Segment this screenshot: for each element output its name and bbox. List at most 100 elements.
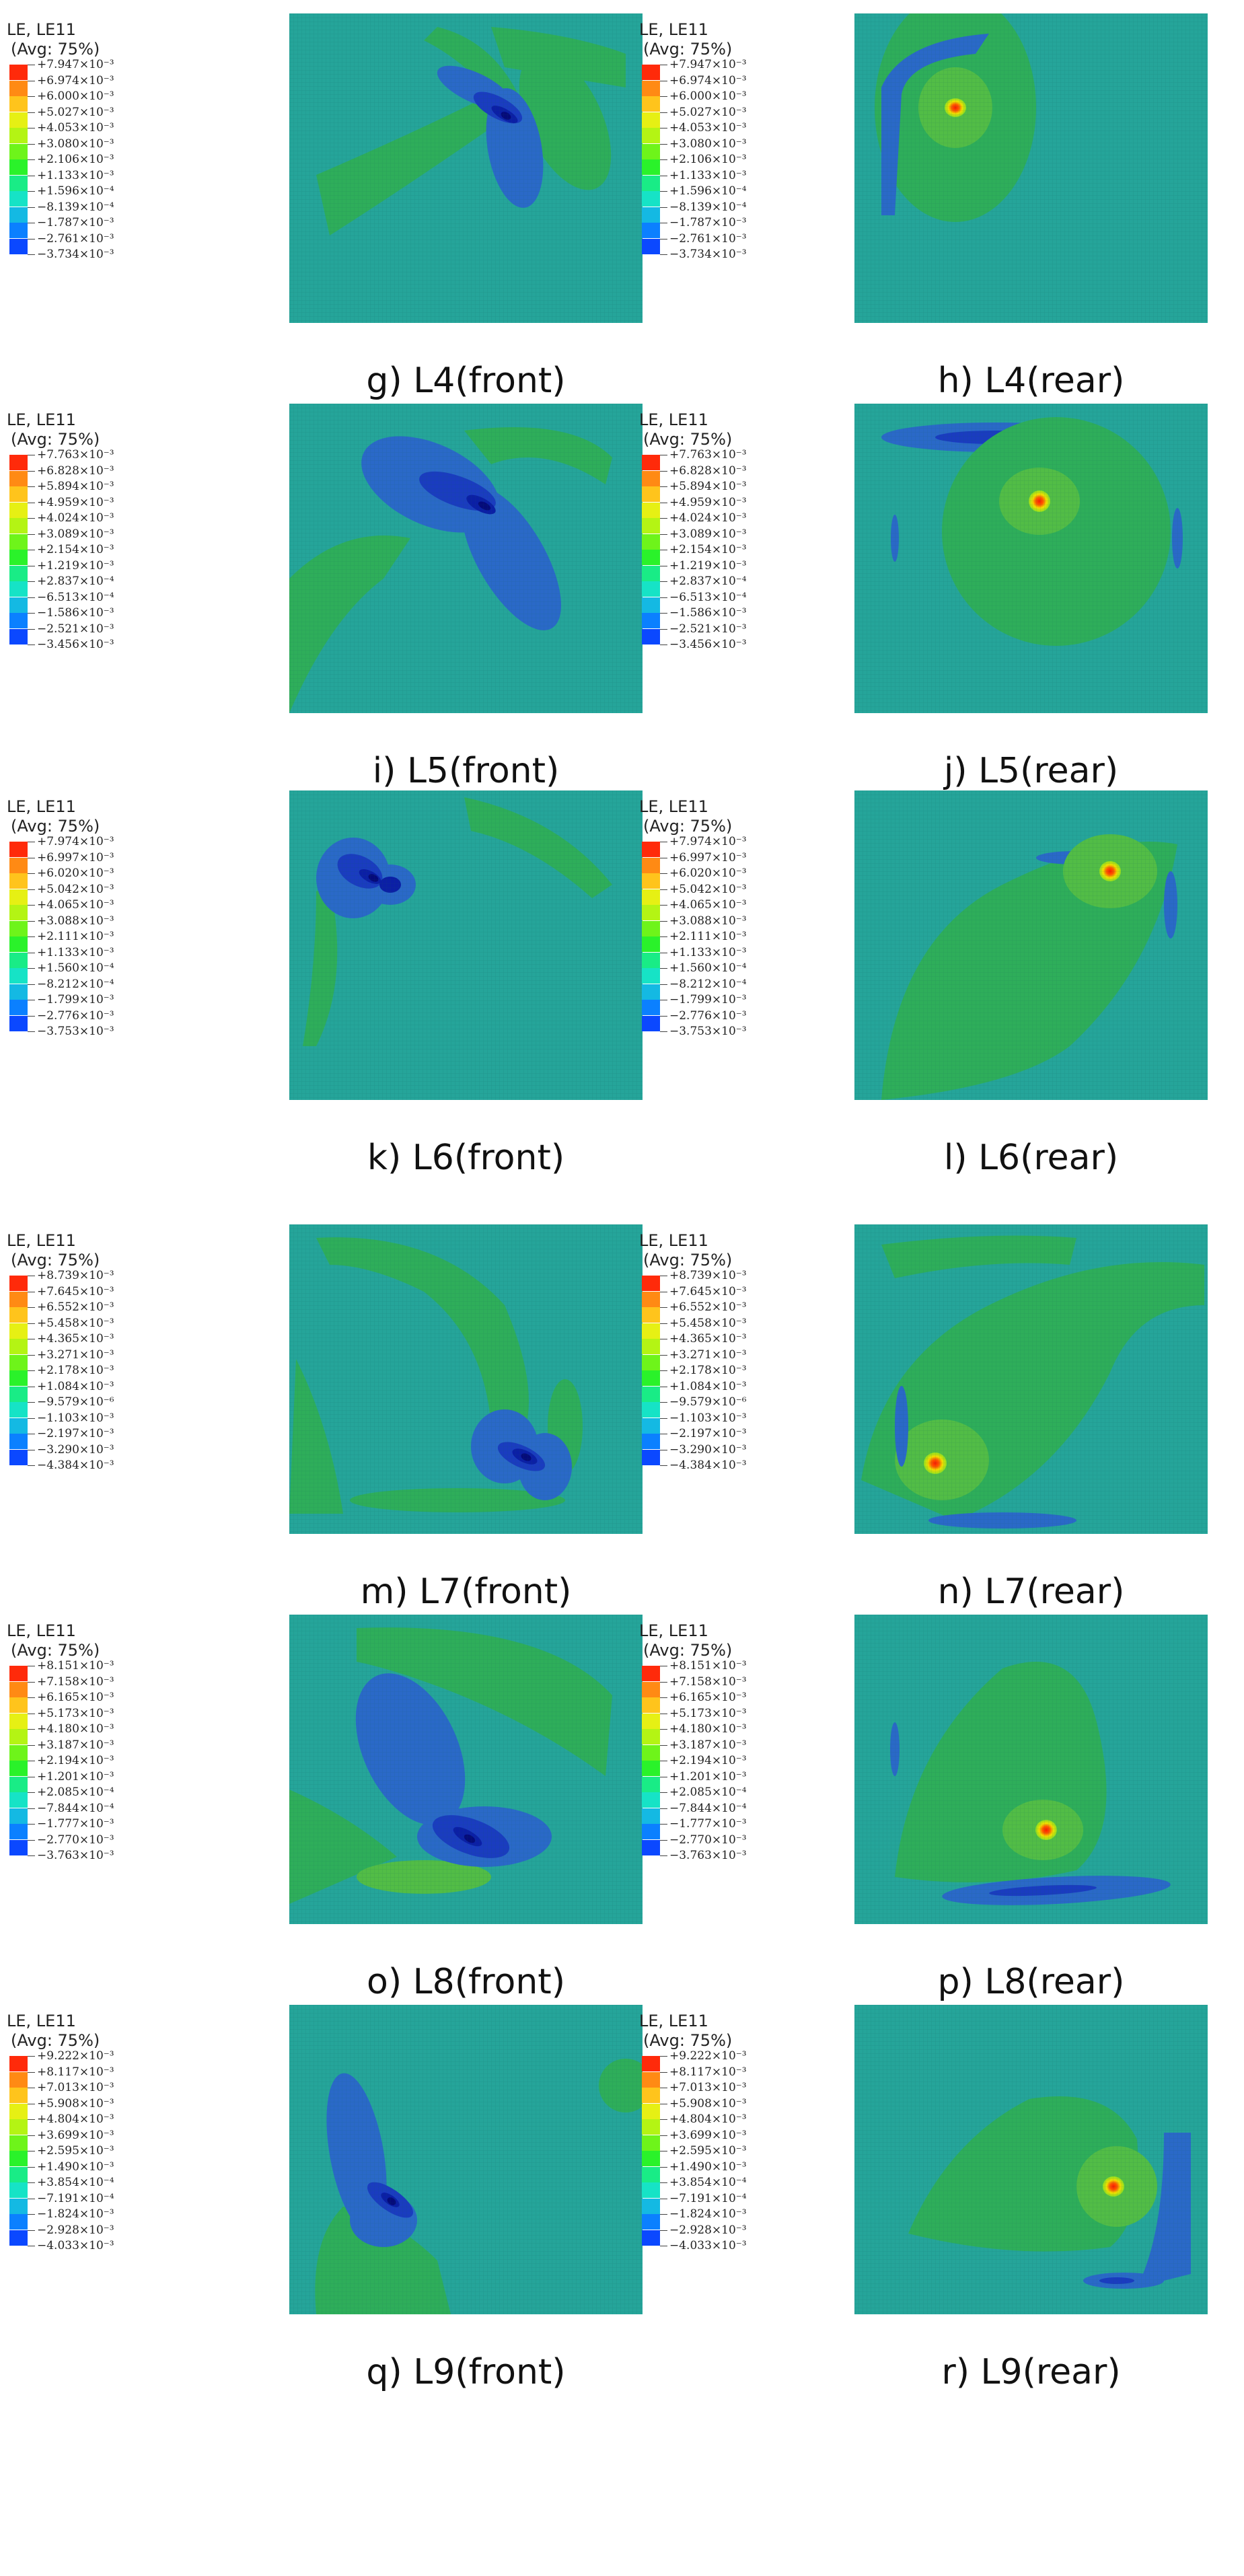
legend-color-swatch	[9, 581, 28, 597]
legend-value: +4.053×10⁻³	[37, 121, 114, 135]
legend-tick	[28, 873, 35, 874]
legend-value: +5.894×10⁻³	[669, 480, 747, 493]
legend-color-swatch	[9, 223, 28, 238]
legend-color-swatch	[642, 2088, 660, 2103]
legend-tick	[660, 2071, 667, 2073]
legend-tick	[660, 254, 667, 255]
legend-color-swatch	[642, 1402, 660, 1418]
legend-value: −3.753×10⁻³	[37, 1025, 114, 1038]
legend-tick	[28, 1418, 35, 1419]
legend-tick	[660, 1307, 667, 1308]
strain-contour-plot	[854, 13, 1208, 323]
legend-color-swatch	[642, 1839, 660, 1855]
legend-color-swatch	[642, 1307, 660, 1323]
legend-tick	[28, 238, 35, 240]
legend-color-swatch	[9, 2135, 28, 2151]
legend-tick	[28, 889, 35, 890]
legend-color-swatch	[9, 565, 28, 581]
legend-value: +7.645×10⁻³	[669, 1284, 747, 1298]
legend-value: +4.804×10⁻³	[37, 2112, 114, 2126]
legend-color-swatch	[642, 920, 660, 936]
color-legend: LE, LE11 (Avg: 75%) +7.763×10⁻³ +6.828×10⁻³…	[7, 410, 114, 651]
legend-color-swatch	[642, 159, 660, 175]
legend-color-swatch	[9, 2198, 28, 2214]
legend-tick	[660, 470, 667, 472]
legend-color-swatch	[9, 1015, 28, 1031]
legend-value: +1.133×10⁻³	[37, 168, 114, 182]
legend-value: −6.513×10⁻⁴	[669, 590, 747, 604]
panel-caption: g) L4(front)	[366, 361, 566, 401]
legend-color-swatch	[9, 1402, 28, 1418]
legend-value: +1.490×10⁻³	[37, 2160, 114, 2174]
legend-value: +7.158×10⁻³	[669, 1675, 747, 1689]
legend-tick	[28, 191, 35, 192]
color-legend: LE, LE11 (Avg: 75%) +8.739×10⁻³ +7.645×10⁻³…	[7, 1231, 114, 1471]
legend-value: −8.139×10⁻⁴	[669, 200, 747, 214]
legend-value: +3.187×10⁻³	[669, 1738, 747, 1752]
legend-color-swatch	[9, 1418, 28, 1434]
legend-color-swatch	[642, 1354, 660, 1370]
legend-tick	[660, 597, 667, 598]
panel-caption: p) L8(rear)	[937, 1962, 1125, 2002]
legend-color-swatch	[9, 533, 28, 550]
legend-tick	[660, 613, 667, 614]
legend-value: +3.089×10⁻³	[37, 527, 114, 541]
legend-color-swatch	[642, 238, 660, 254]
legend-color-swatch	[9, 1323, 28, 1339]
legend-value: −7.191×10⁻⁴	[669, 2191, 747, 2205]
legend-value: +2.837×10⁻⁴	[37, 575, 114, 588]
legend-color-swatch	[642, 889, 660, 905]
legend-value: +5.908×10⁻³	[669, 2096, 747, 2110]
legend-color-swatch	[9, 112, 28, 128]
legend-color-swatch	[9, 455, 28, 470]
legend-value: +4.053×10⁻³	[669, 121, 747, 135]
panel-caption: i) L5(front)	[372, 751, 560, 791]
legend-color-swatch	[642, 550, 660, 565]
legend-value: +5.894×10⁻³	[37, 480, 114, 493]
legend-averaging: (Avg: 75%)	[11, 40, 100, 59]
legend-value: −3.290×10⁻³	[669, 1442, 747, 1457]
legend-value: +4.959×10⁻³	[37, 495, 114, 509]
legend-color-swatch	[9, 1761, 28, 1776]
legend-color-swatch	[642, 597, 660, 613]
legend-color-swatch	[642, 1681, 660, 1697]
legend-tick	[660, 1744, 667, 1746]
strain-contour-plot	[854, 790, 1208, 1100]
legend-tick	[660, 1839, 667, 1841]
strain-contour-plot	[289, 404, 643, 713]
legend-color-swatch	[9, 1824, 28, 1839]
legend-value: −3.290×10⁻³	[37, 1442, 114, 1457]
legend-color-swatch	[9, 518, 28, 533]
legend-value: −2.197×10⁻³	[37, 1427, 114, 1440]
legend-color-swatch	[9, 2119, 28, 2135]
legend-title: LE, LE11	[639, 1231, 708, 1250]
legend-tick	[660, 2135, 667, 2136]
legend-value: −8.212×10⁻⁴	[669, 977, 747, 991]
legend-tick	[28, 905, 35, 906]
legend-tick	[660, 1808, 667, 1809]
legend-color-swatch	[642, 2182, 660, 2198]
legend-value: +1.219×10⁻³	[37, 558, 114, 573]
legend-value: +8.151×10⁻³	[669, 1659, 747, 1672]
legend-tick	[28, 1792, 35, 1793]
legend-color-swatch	[642, 2103, 660, 2119]
legend-value: −1.787×10⁻³	[669, 216, 747, 229]
legend-color-swatch	[642, 1339, 660, 1354]
legend-value: +6.000×10⁻³	[669, 89, 747, 103]
legend-value: +7.974×10⁻³	[37, 835, 114, 848]
legend-tick	[28, 1031, 35, 1032]
legend-value: +2.178×10⁻³	[669, 1364, 747, 1377]
legend-color-swatch	[9, 207, 28, 223]
legend-tick	[28, 628, 35, 630]
mesh-grid	[854, 2005, 1208, 2314]
legend-value: −1.824×10⁻³	[37, 2207, 114, 2221]
legend-color-swatch	[9, 1729, 28, 1744]
legend-tick	[660, 1402, 667, 1403]
legend-value: +5.458×10⁻³	[669, 1316, 747, 1330]
legend-color-swatch	[642, 952, 660, 968]
mesh-grid	[289, 13, 643, 323]
legend-title: LE, LE11	[639, 20, 708, 39]
legend-tick	[660, 1855, 667, 1856]
legend-color-swatch	[9, 920, 28, 936]
legend-color-swatch	[642, 842, 660, 857]
